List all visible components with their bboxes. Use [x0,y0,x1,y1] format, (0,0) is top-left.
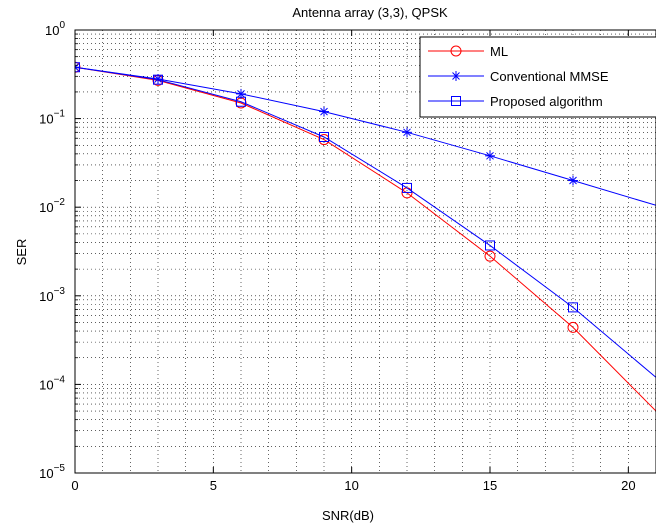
marker-star-stroke [486,151,494,160]
marker-star [319,106,329,117]
series-line [75,66,656,378]
legend-box [419,36,656,118]
x-tick-label: 0 [71,478,78,493]
marker-star-stroke [154,75,162,83]
marker-star-stroke [452,72,460,80]
y-tick-label: 10−5 [39,463,65,481]
chart-title: Antenna array (3,3), QPSK [292,5,448,20]
marker-circle [450,45,462,57]
x-tick-label: 20 [621,478,635,493]
marker-square [485,240,495,251]
legend: ML Conventional MMSE Proposed algorithm [419,36,656,118]
x-tick-label: 15 [483,478,497,493]
marker-star-stroke [75,66,79,72]
x-axis-label: SNR(dB) [322,508,374,523]
marker-square [75,62,80,73]
series-line [75,66,656,206]
legend-entry-label: ML [490,44,508,59]
marker-star-stroke [320,107,328,116]
marker-star [485,150,495,161]
marker-square [451,96,461,106]
y-tick-label: 10−4 [39,374,65,392]
y-tick-label: 10−3 [39,286,65,304]
marker-star [568,175,578,186]
axes-box [74,29,656,474]
marker-circle [567,321,579,333]
marker-star-stroke [237,90,245,98]
y-tick-label: 10−1 [39,109,65,127]
plot-frame [74,29,656,474]
marker-star-stroke [403,128,411,137]
legend-entry-label: Proposed algorithm [490,94,603,109]
marker-square [319,131,329,142]
series-line [75,66,656,412]
tick-layer: 0 5 10 15 20 100 10−1 10−2 10−3 10−4 10−5 [39,20,635,493]
series-layer [75,61,656,412]
series-2 [75,62,656,378]
marker-star [451,71,461,81]
marker-square [568,302,578,313]
marker-square [402,182,412,193]
y-tick-label: 100 [45,20,65,38]
y-axis-label: SER [14,239,29,266]
marker-circle [484,250,496,262]
x-tick-label: 10 [344,478,358,493]
y-tick-label: 10−2 [39,197,65,215]
x-tick-label: 5 [210,478,217,493]
marker-square [153,74,163,85]
legend-entry-label: Conventional MMSE [490,69,609,84]
marker-star-stroke [569,176,577,185]
marker-square [236,96,246,107]
marker-star [402,127,412,138]
